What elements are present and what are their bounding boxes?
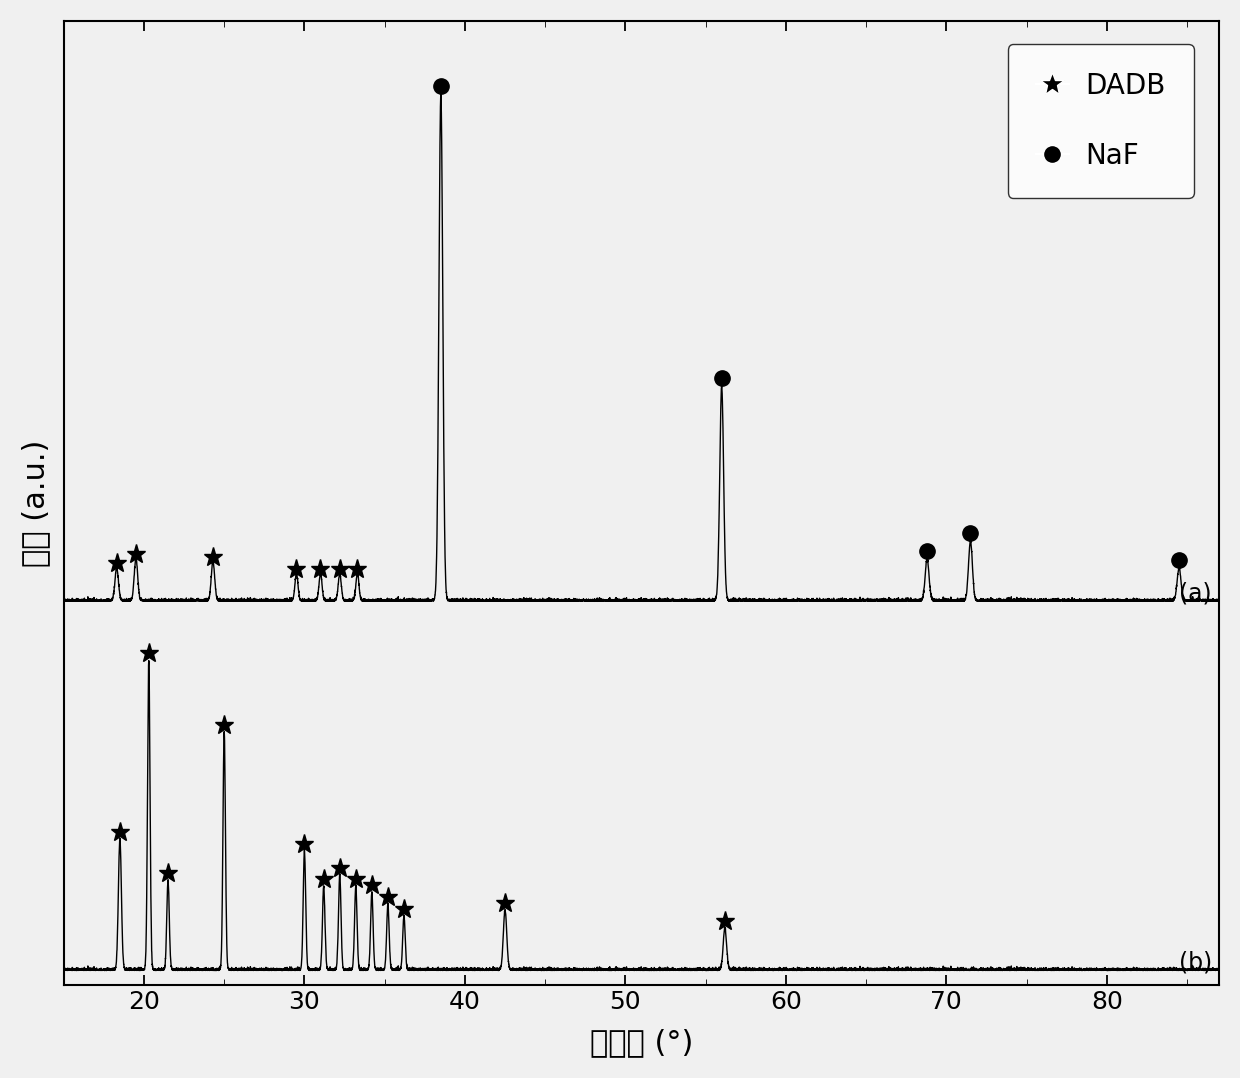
Text: (b): (b) <box>1179 951 1213 975</box>
Y-axis label: 强度 (a.u.): 强度 (a.u.) <box>21 440 50 567</box>
X-axis label: 衍射角 (°): 衍射角 (°) <box>590 1028 693 1058</box>
Text: (a): (a) <box>1179 582 1211 606</box>
Legend: DADB, NaF: DADB, NaF <box>1008 44 1194 197</box>
